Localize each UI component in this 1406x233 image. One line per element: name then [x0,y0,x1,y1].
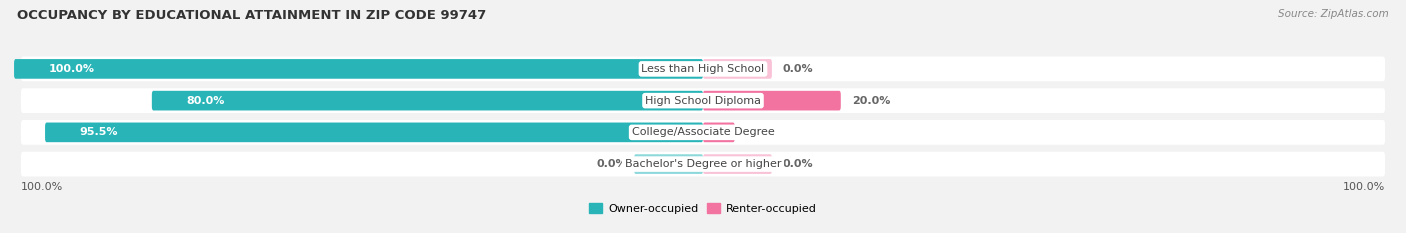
Text: Bachelor's Degree or higher: Bachelor's Degree or higher [624,159,782,169]
FancyBboxPatch shape [703,123,735,142]
Legend: Owner-occupied, Renter-occupied: Owner-occupied, Renter-occupied [585,199,821,218]
FancyBboxPatch shape [703,59,772,79]
Text: Less than High School: Less than High School [641,64,765,74]
Text: Source: ZipAtlas.com: Source: ZipAtlas.com [1278,9,1389,19]
Text: 20.0%: 20.0% [852,96,890,106]
FancyBboxPatch shape [634,154,703,174]
Text: High School Diploma: High School Diploma [645,96,761,106]
Text: 95.5%: 95.5% [80,127,118,137]
FancyBboxPatch shape [14,59,703,79]
Text: College/Associate Degree: College/Associate Degree [631,127,775,137]
Text: 4.6%: 4.6% [745,127,778,137]
FancyBboxPatch shape [152,91,703,110]
Text: 100.0%: 100.0% [48,64,94,74]
FancyBboxPatch shape [45,123,703,142]
FancyBboxPatch shape [21,152,1385,176]
FancyBboxPatch shape [21,120,1385,145]
FancyBboxPatch shape [21,88,1385,113]
Text: 100.0%: 100.0% [1343,182,1385,192]
Text: 0.0%: 0.0% [783,159,814,169]
FancyBboxPatch shape [703,154,772,174]
Text: OCCUPANCY BY EDUCATIONAL ATTAINMENT IN ZIP CODE 99747: OCCUPANCY BY EDUCATIONAL ATTAINMENT IN Z… [17,9,486,22]
Text: 0.0%: 0.0% [596,159,627,169]
Text: 0.0%: 0.0% [783,64,814,74]
FancyBboxPatch shape [21,57,1385,81]
Text: 80.0%: 80.0% [186,96,225,106]
FancyBboxPatch shape [703,91,841,110]
Text: 100.0%: 100.0% [21,182,63,192]
